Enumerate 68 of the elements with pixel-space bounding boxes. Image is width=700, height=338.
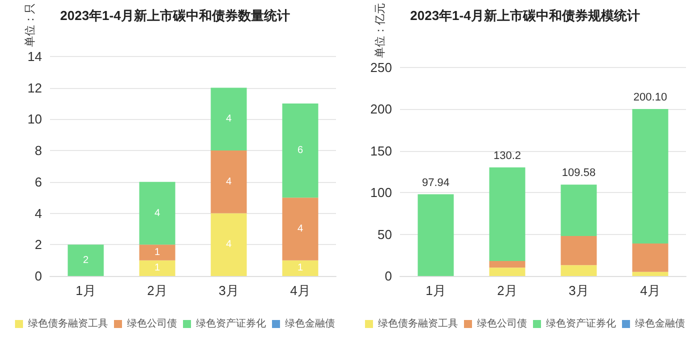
data-label: 4	[226, 114, 232, 125]
total-label: 97.94	[422, 176, 450, 189]
y-axis-title: 单位：只	[24, 3, 36, 47]
x-tick-label: 3月	[218, 283, 239, 298]
total-label: 109.58	[562, 167, 596, 180]
y-tick-label: 6	[34, 174, 42, 190]
chart-title: 2023年1-4月新上市碳中和债券规模统计	[410, 8, 640, 23]
y-tick-label: 150	[370, 143, 392, 158]
bar	[282, 260, 318, 276]
y-tick-label: 0	[384, 268, 392, 284]
legend-label: 绿色金融债	[635, 318, 685, 330]
y-tick-label: 50	[378, 226, 392, 242]
x-tick-label: 4月	[290, 283, 310, 298]
x-tick-label: 4月	[640, 283, 660, 298]
legend-label: 绿色公司债	[477, 318, 527, 330]
y-tick-label: 12	[28, 80, 42, 96]
total-label: 130.2	[493, 150, 522, 162]
data-label: 4	[226, 176, 232, 188]
bar	[560, 265, 597, 276]
bar	[418, 194, 454, 276]
bar	[560, 236, 597, 266]
y-tick-label: 14	[28, 48, 42, 64]
x-tick-label: 2月	[497, 283, 518, 298]
bar	[489, 268, 526, 276]
bar	[139, 244, 176, 260]
bar	[210, 88, 247, 151]
bar	[282, 103, 318, 198]
x-tick-label: 1月	[76, 283, 96, 298]
y-tick-label: 200	[370, 102, 392, 117]
bar	[139, 260, 176, 276]
bar	[560, 184, 597, 236]
x-tick-label: 3月	[568, 283, 589, 298]
y-tick-label: 8	[34, 143, 42, 158]
data-label: 4	[154, 208, 160, 219]
data-label: 4	[297, 223, 304, 234]
y-tick-label: 4	[34, 206, 42, 221]
bar	[210, 150, 247, 214]
data-label: 1	[154, 246, 160, 258]
data-label: 4	[226, 239, 232, 250]
data-label: 1	[154, 262, 160, 274]
legend-label: 绿色资产证券化	[196, 318, 266, 330]
data-label: 6	[297, 145, 304, 156]
bar	[68, 244, 104, 276]
total-label: 200.10	[633, 92, 668, 104]
legend-label: 绿色公司债	[127, 318, 177, 330]
y-tick-label: 250	[370, 60, 392, 75]
x-tick-label: 1月	[426, 283, 446, 298]
bar	[282, 198, 318, 260]
data-label: 1	[297, 262, 304, 274]
y-tick-label: 100	[370, 185, 392, 200]
bar	[489, 167, 526, 261]
y-axis-title: 单位：亿元	[374, 3, 386, 58]
chart-title: 2023年1-4月新上市碳中和债券数量统计	[60, 8, 290, 23]
bar	[632, 243, 668, 272]
y-tick-label: 0	[34, 268, 42, 284]
bar	[632, 109, 668, 244]
data-label: 2	[82, 254, 89, 266]
legend-label: 绿色资产证券化	[546, 318, 616, 330]
bar	[489, 260, 526, 268]
y-tick-label: 10	[28, 112, 42, 127]
legend-label: 绿色金融债	[285, 318, 335, 330]
y-tick-label: 2	[34, 237, 42, 252]
bar	[210, 213, 247, 276]
legend-label: 绿色债务融资工具	[28, 318, 108, 330]
legend-label: 绿色债务融资工具	[378, 318, 458, 330]
bar	[632, 272, 668, 276]
bar	[139, 182, 176, 245]
x-tick-label: 2月	[147, 283, 168, 298]
